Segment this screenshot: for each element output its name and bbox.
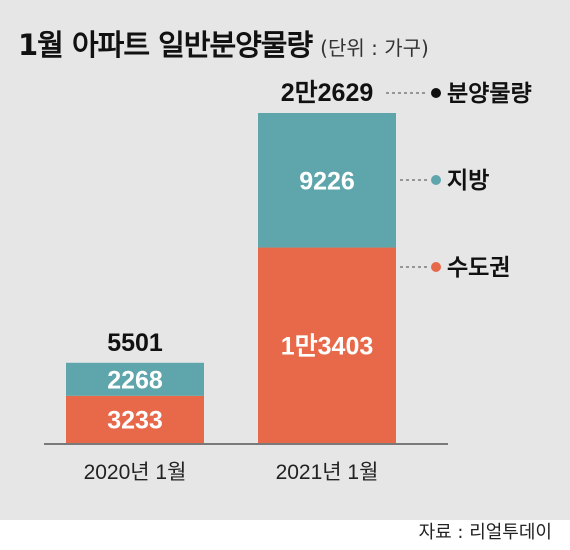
data-label-metro-1: 3233: [107, 406, 163, 434]
bar-metro-1: [66, 395, 204, 443]
legend-label-total: 분양물량: [447, 80, 532, 106]
bar-metro-2: [258, 247, 396, 443]
data-label-regional-2: 9226: [299, 167, 355, 195]
source-label: 자료 : 리얼투데이: [418, 522, 552, 543]
legend-dot-metro: [431, 262, 441, 272]
stacked-bar-chart: 3233 2268 5501 2020년 1월 1만3403 9226 2만2629 2021…: [44, 79, 532, 484]
bar-regional-1: [66, 362, 204, 396]
data-label-regional-1: 2268: [107, 366, 163, 394]
legend-dot-regional: [431, 175, 441, 185]
legend-label-regional: 지방: [447, 167, 489, 193]
legend-label-metro: 수도권: [447, 254, 510, 280]
category-label-1: 2020년 1월: [84, 461, 187, 484]
category-label-2: 2021년 1월: [276, 461, 379, 484]
chart-title: 1월 아파트 일반분양물량 (단위 : 가구): [18, 28, 429, 62]
total-label-1: 5501: [107, 329, 163, 357]
bar-regional-2: [258, 113, 396, 248]
legend-dot-total: [431, 88, 441, 98]
data-label-metro-2: 1만3403: [281, 332, 374, 360]
total-label-2: 2만2629: [281, 79, 374, 107]
unit-label: (단위 : 가구): [320, 36, 429, 60]
